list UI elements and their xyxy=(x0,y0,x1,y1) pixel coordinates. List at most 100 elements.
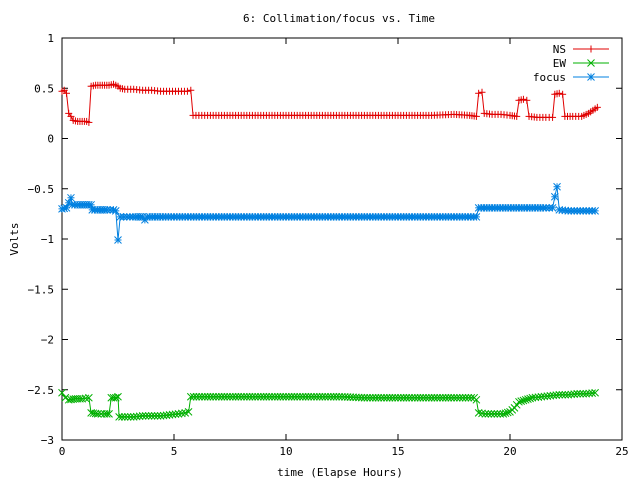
series-layer xyxy=(58,80,601,421)
data-point xyxy=(360,393,369,402)
data-point xyxy=(114,392,122,401)
data-point xyxy=(447,393,456,402)
data-point xyxy=(487,410,496,418)
data-point xyxy=(422,393,430,402)
data-point xyxy=(368,393,377,402)
data-point xyxy=(549,113,557,121)
series-ns xyxy=(58,80,601,126)
data-point xyxy=(419,393,428,402)
data-point xyxy=(200,392,209,401)
data-point xyxy=(287,392,296,401)
data-point xyxy=(472,112,480,120)
data-point xyxy=(58,388,66,397)
data-point xyxy=(424,393,433,402)
data-point xyxy=(324,392,332,401)
data-point xyxy=(279,392,288,401)
data-point xyxy=(499,410,508,418)
data-point xyxy=(301,392,310,401)
data-point xyxy=(192,392,201,401)
x-tick-label: 10 xyxy=(279,445,292,458)
data-point xyxy=(555,89,563,97)
y-tick-label: −2.5 xyxy=(28,384,55,397)
x-tick-label: 20 xyxy=(503,445,516,458)
data-point xyxy=(573,389,582,398)
chart-title: 6: Collimation/focus vs. Time xyxy=(243,12,435,25)
data-point xyxy=(433,393,442,402)
data-point xyxy=(515,397,523,406)
data-point xyxy=(174,410,183,418)
data-point xyxy=(242,392,251,401)
data-point xyxy=(441,393,450,402)
data-point xyxy=(458,393,467,402)
data-point xyxy=(78,394,87,403)
data-point xyxy=(93,410,102,418)
data-point xyxy=(293,392,302,401)
data-point xyxy=(209,392,218,401)
plot-frame xyxy=(61,37,623,441)
data-point xyxy=(228,392,237,401)
data-point xyxy=(282,392,290,401)
data-point xyxy=(153,412,162,420)
data-point xyxy=(464,393,473,402)
x-tick-label: 25 xyxy=(615,445,628,458)
data-point xyxy=(436,393,444,402)
data-point xyxy=(118,413,126,421)
data-point xyxy=(444,393,453,402)
y-tick-label: −1.5 xyxy=(28,283,55,296)
data-point xyxy=(97,410,106,418)
data-point xyxy=(591,207,599,215)
data-point xyxy=(135,412,144,421)
data-point xyxy=(523,96,531,104)
data-point xyxy=(268,392,276,401)
data-point xyxy=(503,408,512,417)
data-point xyxy=(481,410,490,418)
data-point xyxy=(203,392,212,401)
data-point xyxy=(226,392,234,401)
data-point xyxy=(87,200,95,209)
y-tick-label: 0 xyxy=(47,133,54,146)
data-point xyxy=(248,392,257,401)
data-point xyxy=(206,392,215,401)
y-axis-title: Volts xyxy=(8,222,21,255)
data-point xyxy=(62,89,70,97)
data-point xyxy=(141,412,150,420)
data-point xyxy=(183,87,191,95)
data-point xyxy=(385,393,394,402)
x-tick-label: 5 xyxy=(171,445,178,458)
data-point xyxy=(555,390,564,399)
y-tick-label: −3 xyxy=(41,434,54,447)
legend-marker-focus xyxy=(587,73,595,81)
data-point xyxy=(357,393,366,402)
data-point xyxy=(111,207,120,215)
data-point xyxy=(245,392,254,401)
data-point xyxy=(501,409,510,418)
data-point xyxy=(335,392,344,401)
data-point xyxy=(553,182,561,191)
data-point xyxy=(519,95,527,103)
data-point xyxy=(391,393,400,402)
data-point xyxy=(552,391,561,399)
data-point xyxy=(214,392,223,401)
data-point xyxy=(382,393,391,402)
data-point xyxy=(455,393,464,402)
data-point xyxy=(380,393,388,402)
data-point xyxy=(273,392,282,401)
data-point xyxy=(558,390,567,399)
y-tick-label: −1 xyxy=(41,233,54,246)
data-point xyxy=(304,392,313,401)
data-point xyxy=(475,89,483,97)
data-point xyxy=(290,392,299,401)
legend-marker-ns xyxy=(587,45,595,53)
data-point xyxy=(453,393,461,402)
data-point xyxy=(270,392,279,401)
data-point xyxy=(187,86,195,94)
data-point xyxy=(548,203,557,212)
data-point xyxy=(517,397,526,405)
data-point xyxy=(85,118,93,126)
data-point xyxy=(310,392,318,401)
data-point xyxy=(184,408,193,416)
data-point xyxy=(105,410,113,418)
data-point xyxy=(81,394,90,403)
